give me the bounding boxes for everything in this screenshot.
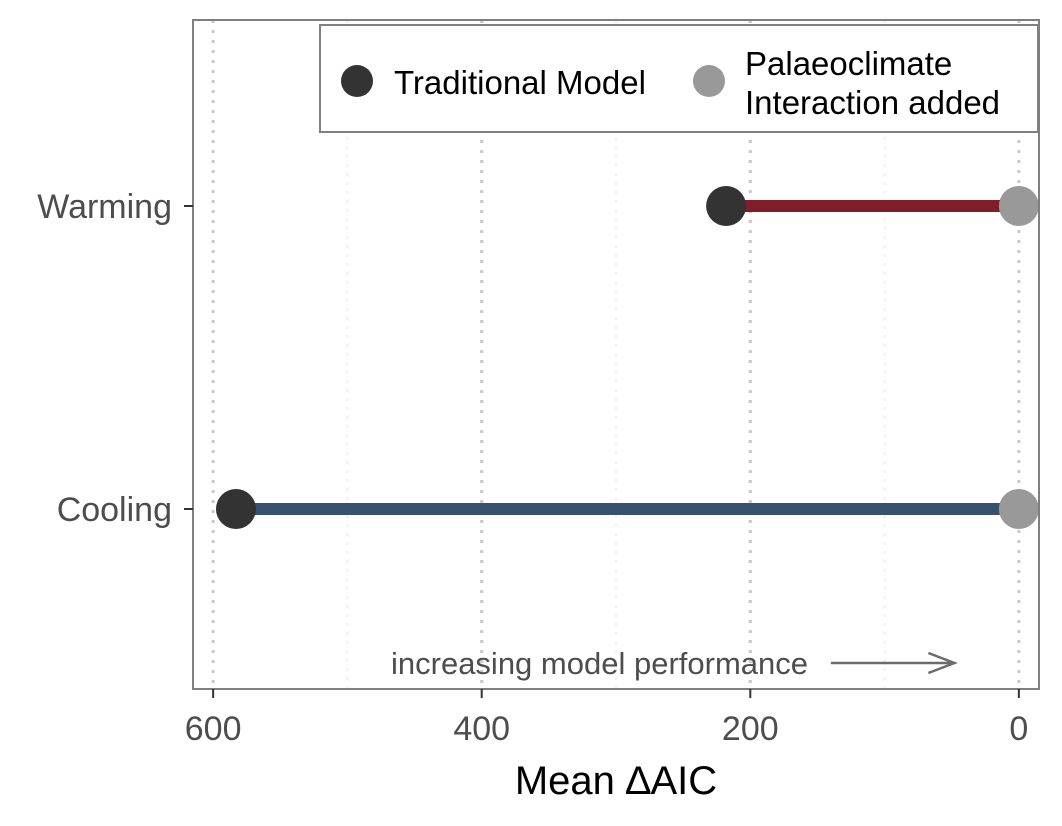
x-tick-label-200: 200 [722,710,779,748]
performance-annotation: increasing model performance [391,646,958,681]
legend-box [319,24,1039,133]
axes: 600 400 200 0 Warming Cooling [37,188,1028,748]
y-tick-label-cooling: Cooling [57,491,172,529]
point-traditional-model-cooling [215,489,256,529]
legend: Traditional Model Palaeoclimate Interact… [319,24,1039,133]
legend-label-palaeoclimate-line2: Interaction added [745,84,1000,121]
panel-border [192,19,1040,690]
x-tick-label-0: 0 [1009,710,1028,748]
legend-label-palaeoclimate-line1: Palaeoclimate [745,45,952,82]
point-palaeoclimate-interaction-warming [998,186,1039,226]
point-traditional-model-warming [706,186,747,226]
annotation-arrow-head [927,651,958,675]
annotation-text: increasing model performance [391,646,808,681]
legend-key-palaeoclimate [693,65,725,97]
dumbbell-points [215,186,1039,529]
legend-key-traditional-model [341,65,373,97]
y-tick-label-warming: Warming [37,188,172,226]
legend-label-traditional-model: Traditional Model [394,64,646,101]
point-palaeoclimate-interaction-cooling [998,489,1039,529]
x-axis-title: Mean ∆AIC [515,759,717,803]
x-tick-label-600: 600 [185,710,242,748]
dumbbell-segments [235,200,1019,515]
x-tick-label-400: 400 [453,710,510,748]
